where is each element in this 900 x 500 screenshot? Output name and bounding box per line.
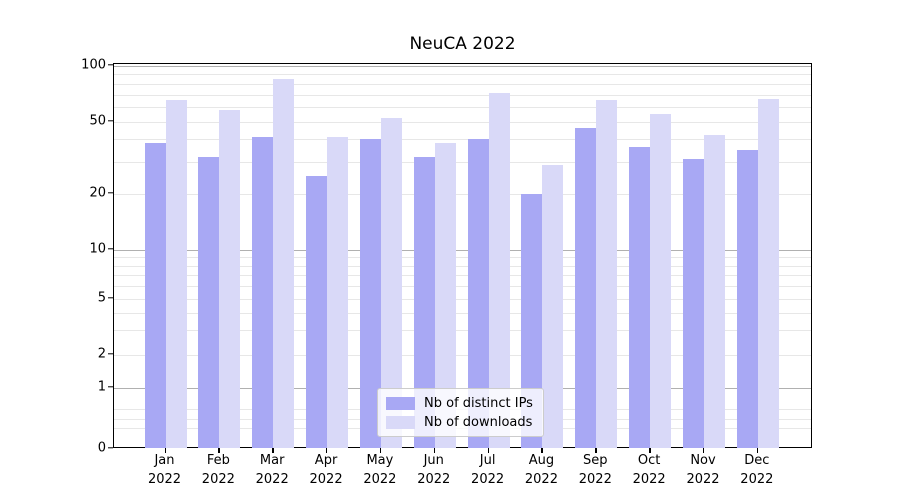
y-tick-label-5: 5 [97, 290, 106, 306]
bar-distinct-ips-nov [683, 159, 704, 448]
bar-downloads-feb [219, 109, 241, 448]
x-tick-mark [595, 448, 597, 453]
bar-downloads-jul [488, 93, 510, 448]
gridline-minor [114, 355, 811, 356]
bar-distinct-ips-sep [575, 128, 597, 448]
bar-downloads-aug [542, 164, 564, 448]
gridline-minor [114, 106, 811, 108]
x-tick-label-dec: Dec 2022 [740, 453, 774, 487]
bar-distinct-ips-dec [736, 149, 758, 448]
x-tick-mark [541, 448, 543, 453]
x-tick-label-nov: Nov 2022 [686, 453, 720, 487]
plot-area [113, 63, 812, 448]
gridline-minor [114, 94, 811, 96]
legend-swatch-distinct-ips [386, 396, 415, 410]
gridline-minor [114, 139, 811, 141]
bar-downloads-apr [327, 137, 349, 448]
y-tick-mark [108, 192, 113, 194]
y-tick-mark [108, 297, 113, 299]
y-tick-label-100: 100 [81, 57, 106, 73]
x-tick-mark [703, 448, 705, 453]
gridline-major [114, 250, 811, 251]
x-tick-label-oct: Oct 2022 [632, 453, 666, 487]
bar-downloads-oct [650, 113, 672, 448]
x-tick-label-may: May 2022 [363, 453, 397, 487]
x-tick-mark [433, 448, 436, 453]
x-tick-mark [379, 448, 382, 453]
bar-downloads-dec [757, 99, 779, 448]
gridline-minor [114, 194, 811, 195]
x-tick-label-sep: Sep 2022 [578, 453, 612, 487]
legend-item-distinct-ips: Nb of distinct IPs [386, 396, 535, 411]
y-tick-mark [108, 248, 113, 250]
x-tick-label-aug: Aug 2022 [524, 453, 558, 487]
y-tick-mark [108, 447, 113, 449]
bar-distinct-ips-apr [306, 176, 328, 448]
x-tick-label-feb: Feb 2022 [201, 453, 235, 487]
y-tick-label-0: 0 [97, 440, 106, 456]
gridline-minor [114, 257, 811, 259]
y-tick-label-50: 50 [89, 113, 106, 128]
legend-label-distinct-ips: Nb of distinct IPs [424, 395, 533, 411]
legend-item-downloads: Nb of downloads [386, 415, 535, 430]
bar-distinct-ips-jul [467, 139, 489, 448]
bar-distinct-ips-mar [252, 137, 274, 448]
gridline-minor [114, 74, 811, 76]
y-tick-label-1: 1 [97, 379, 106, 395]
bar-distinct-ips-jun [413, 156, 435, 448]
x-tick-label-mar: Mar 2022 [255, 453, 289, 487]
x-tick-mark [326, 448, 328, 453]
y-tick-label-20: 20 [89, 185, 106, 201]
bar-downloads-nov [704, 135, 725, 448]
legend: Nb of distinct IPs Nb of downloads [377, 388, 544, 437]
y-tick-mark [108, 64, 113, 66]
bar-distinct-ips-jan [144, 143, 166, 448]
x-tick-mark [649, 448, 651, 453]
x-tick-mark [487, 448, 489, 453]
y-tick-mark [108, 119, 113, 122]
y-tick-mark [108, 386, 113, 388]
x-tick-mark [272, 448, 274, 453]
y-tick-mark [108, 353, 113, 355]
bar-downloads-mar [273, 79, 295, 448]
x-tick-mark [218, 448, 220, 453]
x-tick-mark [164, 448, 166, 453]
gridline-minor [114, 121, 811, 123]
gridline-minor [114, 330, 811, 332]
gridline-minor [114, 275, 811, 277]
bar-distinct-ips-may [359, 139, 381, 448]
y-tick-label-2: 2 [97, 346, 106, 362]
x-tick-label-apr: Apr 2022 [309, 453, 343, 487]
bar-distinct-ips-aug [521, 194, 543, 448]
gridline-minor [114, 161, 811, 163]
y-tick-label-10: 10 [89, 241, 106, 257]
bar-distinct-ips-feb [198, 156, 220, 448]
bar-downloads-may [380, 118, 402, 448]
x-tick-label-jul: Jul 2022 [471, 453, 505, 487]
x-tick-label-jun: Jun 2022 [417, 453, 451, 487]
bar-downloads-jan [165, 100, 187, 448]
gridline-major [114, 66, 811, 67]
gridline-minor [114, 286, 811, 288]
gridline-minor [114, 299, 811, 300]
gridline-minor [114, 265, 811, 267]
bar-downloads-jun [434, 143, 456, 448]
x-tick-label-jan: Jan 2022 [147, 453, 182, 487]
legend-swatch-downloads [386, 415, 415, 429]
gridline-minor [114, 83, 811, 85]
chart-title: NeuCA 2022 [409, 34, 516, 54]
bar-distinct-ips-oct [629, 147, 651, 448]
legend-label-downloads: Nb of downloads [424, 414, 533, 430]
gridline-minor [114, 312, 811, 314]
bar-downloads-sep [596, 100, 618, 448]
x-tick-mark [756, 448, 759, 453]
